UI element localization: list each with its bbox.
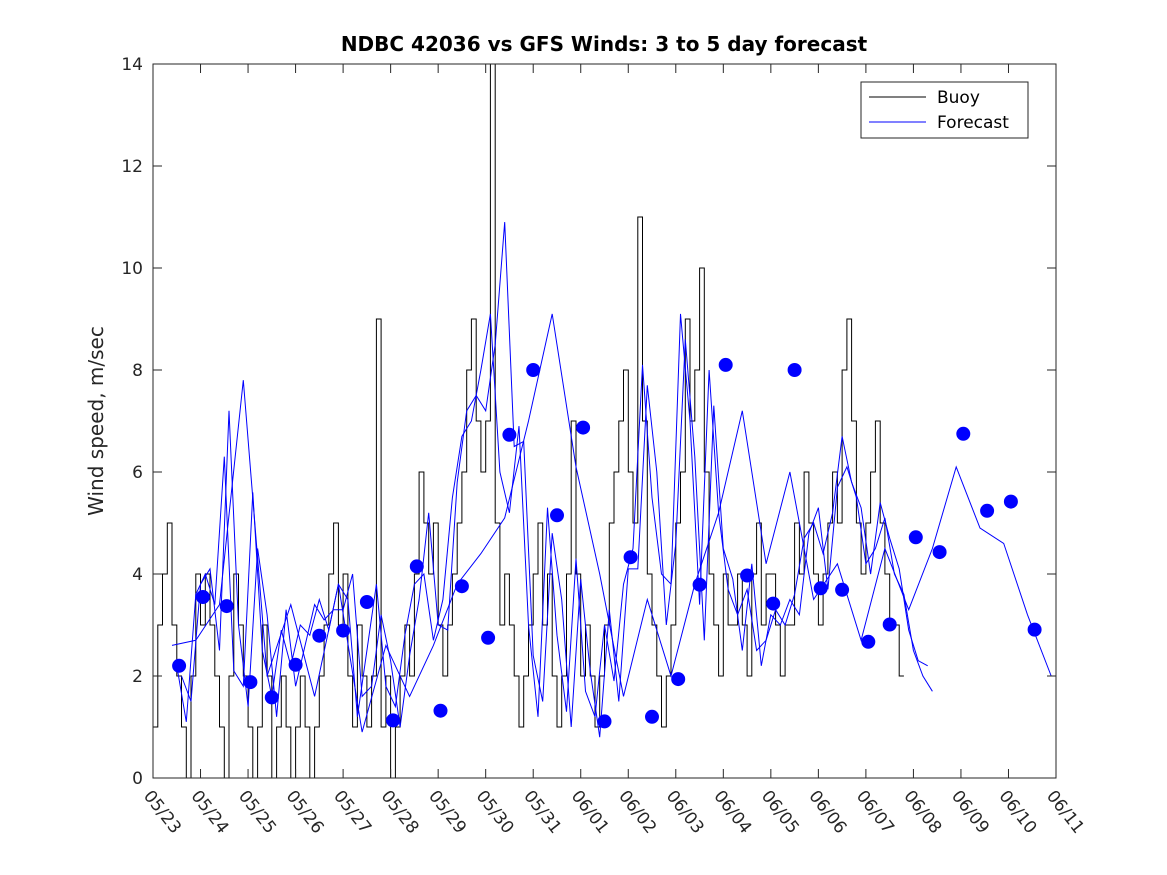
forecast-marker: [692, 577, 707, 592]
forecast-marker: [336, 623, 351, 638]
forecast-marker: [433, 703, 448, 718]
forecast-marker: [454, 579, 469, 594]
x-tick-label: 06/01: [567, 787, 613, 838]
forecast-marker: [243, 675, 258, 690]
legend-forecast-label: Forecast: [937, 113, 1009, 133]
forecast-marker: [766, 596, 781, 611]
buoy-line: [153, 63, 904, 779]
forecast-marker: [813, 581, 828, 596]
x-tick-label: 06/04: [709, 787, 755, 838]
forecast-marker: [861, 634, 876, 649]
x-tick-label: 06/11: [1042, 787, 1088, 838]
x-tick-label: 05/24: [187, 787, 233, 838]
forecast-marker: [576, 420, 591, 435]
forecast-marker: [481, 630, 496, 645]
forecast-marker: [386, 713, 400, 728]
y-axis: 0 2 4 6 8 10 12 14: [121, 55, 1056, 789]
plot-frame: [152, 63, 1057, 779]
legend-box: [860, 81, 1029, 139]
buoy-series: [153, 63, 904, 779]
forecast-line-1: [176, 313, 928, 722]
x-tick-label: 05/27: [329, 787, 375, 838]
forecast-line-3: [171, 313, 1052, 733]
x-tick-label: 05/26: [282, 787, 328, 838]
x-tick-label: 05/30: [472, 787, 518, 838]
x-tick-label: 06/05: [757, 787, 803, 838]
forecast-marker: [264, 690, 279, 705]
forecast-marker: [956, 426, 971, 441]
x-tick-label: 06/09: [947, 787, 993, 838]
x-tick-label: 06/10: [995, 787, 1041, 838]
x-tick-label: 05/23: [139, 787, 185, 838]
forecast-markers: [172, 357, 1042, 729]
forecast-marker: [932, 545, 947, 560]
y-tick-label: 10: [121, 259, 143, 279]
forecast-marker: [550, 508, 564, 523]
forecast-marker: [172, 658, 187, 673]
forecast-line-2: [181, 222, 933, 738]
forecast-marker: [1003, 494, 1018, 509]
x-tick-label: 05/28: [377, 787, 423, 838]
forecast-marker: [312, 628, 327, 643]
forecast-marker: [597, 714, 612, 729]
forecast-series: [171, 222, 1052, 738]
y-tick-label: 14: [121, 55, 143, 75]
forecast-marker: [835, 582, 850, 597]
forecast-marker: [787, 363, 802, 377]
legend: Buoy Forecast: [860, 81, 1029, 139]
forecast-marker: [502, 427, 517, 442]
y-tick-label: 0: [132, 769, 143, 789]
x-tick-label: 06/07: [852, 787, 898, 838]
forecast-marker: [623, 550, 638, 565]
forecast-marker: [409, 559, 424, 574]
y-axis-title: Wind speed, m/sec: [84, 326, 108, 516]
forecast-marker: [740, 568, 755, 583]
x-tick-label: 06/03: [662, 787, 708, 838]
y-tick-label: 4: [132, 565, 143, 585]
forecast-marker: [526, 363, 541, 377]
y-tick-label: 6: [132, 463, 143, 483]
forecast-marker: [908, 530, 923, 545]
y-tick-label: 12: [121, 157, 143, 177]
x-tick-label: 05/25: [234, 787, 280, 838]
x-tick-label: 06/02: [614, 787, 660, 838]
forecast-marker: [671, 672, 686, 687]
x-tick-label: 05/31: [519, 787, 565, 838]
forecast-marker: [980, 503, 995, 518]
forecast-marker: [195, 590, 210, 604]
y-tick-label: 8: [132, 361, 143, 381]
forecast-marker: [718, 357, 733, 372]
x-tick-label: 06/06: [804, 787, 850, 838]
x-tick-label: 05/29: [424, 787, 470, 838]
forecast-marker: [882, 617, 897, 632]
forecast-marker: [645, 709, 659, 724]
x-tick-label: 06/08: [899, 787, 945, 838]
forecast-marker: [288, 657, 303, 672]
chart-title: NDBC 42036 vs GFS Winds: 3 to 5 day fore…: [341, 32, 868, 56]
forecast-marker: [1027, 622, 1042, 637]
y-tick-label: 2: [132, 667, 143, 687]
forecast-marker: [359, 595, 374, 609]
legend-buoy-label: Buoy: [937, 88, 980, 108]
forecast-marker: [219, 599, 234, 614]
